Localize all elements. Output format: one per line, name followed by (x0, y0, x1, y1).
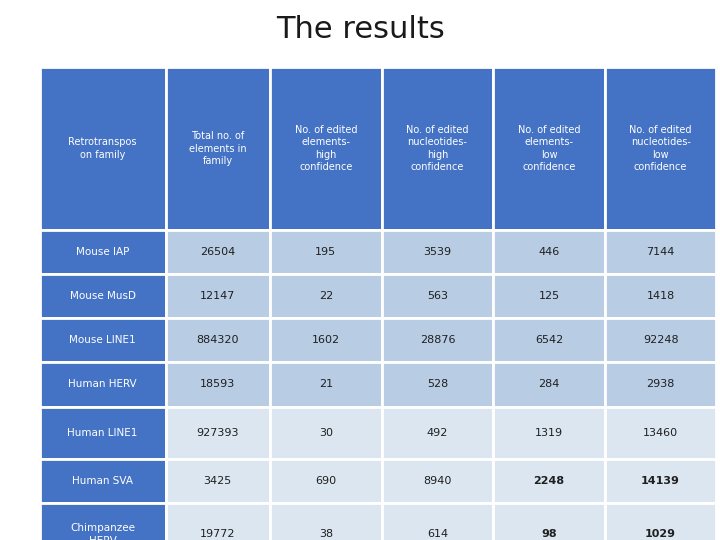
Text: 1602: 1602 (312, 335, 340, 345)
Text: Chimpanzee
HERV: Chimpanzee HERV (70, 523, 135, 540)
Text: 14139: 14139 (642, 476, 680, 486)
Bar (166, 274, 270, 318)
Bar (40, 230, 166, 274)
Bar (40, 459, 166, 503)
Bar (493, 362, 605, 407)
Bar (605, 274, 716, 318)
Bar (382, 503, 493, 540)
Bar (40, 407, 166, 459)
Text: 3425: 3425 (204, 476, 232, 486)
Text: 18593: 18593 (200, 380, 235, 389)
Bar (605, 503, 716, 540)
Text: 1319: 1319 (535, 428, 563, 438)
Text: Human LINE1: Human LINE1 (68, 428, 138, 438)
Bar (493, 503, 605, 540)
Text: 92248: 92248 (643, 335, 678, 345)
Bar (166, 362, 270, 407)
Text: 563: 563 (427, 291, 448, 301)
Text: 28876: 28876 (420, 335, 455, 345)
Bar (270, 503, 382, 540)
Text: 26504: 26504 (200, 247, 235, 256)
Text: 492: 492 (427, 428, 448, 438)
Text: Human HERV: Human HERV (68, 380, 137, 389)
Text: 284: 284 (539, 380, 559, 389)
Bar (270, 318, 382, 362)
Text: 6542: 6542 (535, 335, 563, 345)
Text: Total no. of
elements in
family: Total no. of elements in family (189, 131, 247, 166)
Bar (382, 68, 493, 230)
Text: 927393: 927393 (197, 428, 239, 438)
Bar (270, 68, 382, 230)
Text: Mouse MusD: Mouse MusD (70, 291, 135, 301)
Text: 98: 98 (541, 529, 557, 539)
Text: 884320: 884320 (197, 335, 239, 345)
Text: No. of edited
elements-
high
confidence: No. of edited elements- high confidence (294, 125, 357, 172)
Bar (166, 503, 270, 540)
Bar (493, 459, 605, 503)
Bar (605, 230, 716, 274)
Bar (40, 274, 166, 318)
Text: Human SVA: Human SVA (72, 476, 133, 486)
Text: No. of edited
nucleotides-
low
confidence: No. of edited nucleotides- low confidenc… (629, 125, 692, 172)
Text: Mouse IAP: Mouse IAP (76, 247, 130, 256)
Bar (605, 318, 716, 362)
Text: 690: 690 (315, 476, 336, 486)
Text: The results: The results (276, 15, 444, 44)
Text: 614: 614 (427, 529, 448, 539)
Bar (40, 362, 166, 407)
Bar (270, 362, 382, 407)
Bar (493, 407, 605, 459)
Text: 38: 38 (319, 529, 333, 539)
Bar (493, 68, 605, 230)
Text: Retrotranspos
on family: Retrotranspos on family (68, 137, 137, 160)
Text: 22: 22 (319, 291, 333, 301)
Text: Mouse LINE1: Mouse LINE1 (69, 335, 136, 345)
Bar (40, 318, 166, 362)
Bar (40, 68, 166, 230)
Bar (40, 503, 166, 540)
Text: 19772: 19772 (200, 529, 235, 539)
Text: 446: 446 (539, 247, 559, 256)
Text: 30: 30 (319, 428, 333, 438)
Bar (493, 230, 605, 274)
Bar (166, 407, 270, 459)
Bar (493, 274, 605, 318)
Bar (605, 68, 716, 230)
Bar (166, 68, 270, 230)
Bar (166, 230, 270, 274)
Bar (270, 274, 382, 318)
Bar (270, 230, 382, 274)
Text: 7144: 7144 (647, 247, 675, 256)
Text: 3539: 3539 (423, 247, 451, 256)
Bar (382, 407, 493, 459)
Bar (382, 274, 493, 318)
Bar (166, 459, 270, 503)
Bar (382, 362, 493, 407)
Text: 13460: 13460 (643, 428, 678, 438)
Bar (493, 318, 605, 362)
Text: No. of edited
elements-
low
confidence: No. of edited elements- low confidence (518, 125, 580, 172)
Bar (270, 407, 382, 459)
Text: No. of edited
nucleotides-
high
confidence: No. of edited nucleotides- high confiden… (406, 125, 469, 172)
Bar (382, 318, 493, 362)
Text: 125: 125 (539, 291, 559, 301)
Bar (382, 230, 493, 274)
Bar (270, 459, 382, 503)
Text: 21: 21 (319, 380, 333, 389)
Text: 1418: 1418 (647, 291, 675, 301)
Bar (166, 318, 270, 362)
Text: 195: 195 (315, 247, 336, 256)
Text: 1029: 1029 (645, 529, 676, 539)
Text: 8940: 8940 (423, 476, 451, 486)
Bar (605, 407, 716, 459)
Bar (605, 362, 716, 407)
Text: 528: 528 (427, 380, 448, 389)
Text: 12147: 12147 (200, 291, 235, 301)
Bar (382, 459, 493, 503)
Text: 2938: 2938 (647, 380, 675, 389)
Text: 2248: 2248 (534, 476, 564, 486)
Bar (605, 459, 716, 503)
